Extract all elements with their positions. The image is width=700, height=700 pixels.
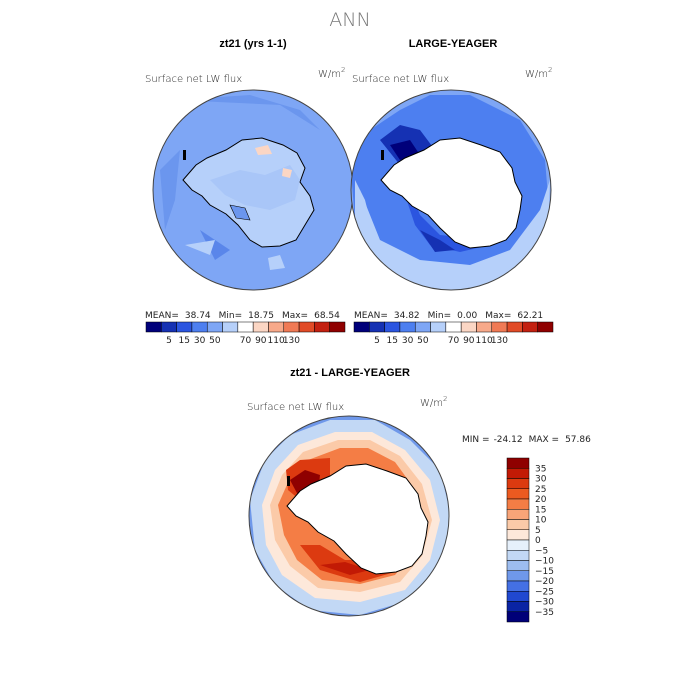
colorbar-swatch [353, 321, 370, 333]
colorbar-tick-label: −5 [535, 546, 548, 556]
colorbar-swatch [206, 321, 223, 333]
colorbar-swatch [506, 529, 530, 541]
colorbar-swatch [506, 580, 530, 592]
colorbar-swatch [268, 321, 285, 333]
panel-2-units: W/m2 [525, 66, 552, 80]
colorbar-tick-label: −35 [535, 608, 554, 618]
colorbar-swatch [506, 488, 530, 500]
colorbar-swatch [414, 321, 431, 333]
colorbar-tick-label: 50 [209, 336, 221, 346]
panel-2-field-label: Surface net LW flux [352, 74, 449, 85]
colorbar-swatch [537, 321, 554, 333]
colorbar-swatch [191, 321, 208, 333]
colorbar-tick-label: 30 [402, 336, 414, 346]
colorbar-swatch [506, 560, 530, 571]
colorbar-swatch [298, 321, 315, 333]
colorbar-swatch [161, 321, 177, 333]
colorbar-tick-label: −25 [535, 587, 554, 597]
panel-2-map [351, 90, 551, 290]
colorbar-swatch [522, 321, 538, 333]
colorbar-tick-label: 25 [535, 485, 546, 495]
colorbar-swatch [491, 321, 508, 333]
colorbar-swatch [329, 321, 346, 333]
panel-1-map [153, 90, 353, 290]
colorbar-swatch [460, 321, 477, 333]
colorbar-tick-label: 70 [240, 336, 252, 346]
panel-1-field-label: Surface net LW flux [145, 74, 242, 85]
colorbar-swatch [506, 468, 530, 479]
panel-3-map [249, 416, 449, 616]
panel-1-stats: MEAN= 38.74 Min= 18.75 Max= 68.54 [145, 311, 340, 321]
colorbar-tick-label: 15 [179, 336, 190, 346]
colorbar-tick-label: 5 [374, 336, 380, 346]
colorbar-swatch [506, 519, 530, 530]
colorbar-swatch [506, 498, 530, 510]
colorbar-tick-label: 15 [387, 336, 398, 346]
panel-1-title: zt21 (yrs 1-1) [219, 38, 287, 50]
colorbar-tick-label: 5 [166, 336, 172, 346]
colorbar-tick-label: 110 [268, 336, 285, 346]
colorbar-tick-label: 0 [535, 536, 541, 546]
colorbar-swatch [430, 321, 447, 333]
colorbar-tick-label: 90 [463, 336, 475, 346]
figure-title: ANN [329, 9, 370, 31]
panel-3-map-border [248, 415, 450, 617]
colorbar-swatch [506, 478, 530, 489]
panel-2: LARGE-YEAGER Surface net LW flux W/m2 ME… [350, 38, 554, 346]
colorbar-swatch [176, 321, 193, 333]
colorbar-swatch [252, 321, 269, 333]
panel-3-stats: MIN = -24.12 MAX = 57.86 [462, 435, 591, 445]
colorbar-swatch [384, 321, 401, 333]
colorbar-tick-label: −15 [535, 567, 554, 577]
panel-3-field-label: Surface net LW flux [247, 402, 344, 413]
colorbar-swatch [314, 321, 330, 333]
colorbar-swatch [506, 509, 530, 520]
colorbar-tick-label: 130 [283, 336, 300, 346]
colorbar-tick-label: 10 [535, 516, 547, 526]
colorbar-swatch [369, 321, 385, 333]
panel-1-units: W/m2 [318, 66, 345, 80]
colorbar-swatch [506, 611, 530, 623]
colorbar-swatch [506, 570, 530, 582]
colorbar-tick-label: −10 [535, 557, 554, 567]
panel-2-map-border [350, 89, 552, 291]
colorbar-tick-label: 5 [535, 526, 541, 536]
colorbar-tick-label: 70 [448, 336, 460, 346]
colorbar-swatch [145, 321, 162, 333]
colorbar-swatch [506, 457, 530, 469]
panel-3-title: zt21 - LARGE-YEAGER [290, 367, 410, 379]
colorbar-tick-label: 30 [194, 336, 206, 346]
panel-3-units: W/m2 [420, 395, 447, 409]
colorbar-tick-label: 50 [417, 336, 429, 346]
colorbar-swatch [399, 321, 416, 333]
panel-3: zt21 - LARGE-YEAGER Surface net LW flux … [247, 367, 591, 623]
colorbar-swatch [476, 321, 493, 333]
colorbar-swatch [445, 321, 462, 333]
panel-2-stats: MEAN= 34.82 Min= 0.00 Max= 62.21 [354, 311, 543, 321]
colorbar-swatch [506, 321, 523, 333]
colorbar-tick-label: 30 [535, 475, 547, 485]
colorbar-swatch [283, 321, 300, 333]
colorbar-tick-label: 35 [535, 464, 546, 474]
colorbar-tick-label: 130 [491, 336, 508, 346]
colorbar-tick-label: 15 [535, 505, 546, 515]
panel-2-title: LARGE-YEAGER [409, 38, 498, 50]
colorbar-tick-label: 20 [535, 495, 547, 505]
colorbar-tick-label: −20 [535, 577, 554, 587]
colorbar-tick-label: −30 [535, 598, 554, 608]
colorbar-swatch [506, 591, 530, 602]
colorbar-tick-label: 110 [476, 336, 493, 346]
colorbar-swatch [506, 601, 530, 612]
colorbar-swatch [222, 321, 239, 333]
colorbar-swatch [506, 550, 530, 561]
panel-1: zt21 (yrs 1-1) Surface net LW flux W/m2 … [145, 38, 354, 346]
colorbar-tick-label: 90 [255, 336, 267, 346]
colorbar-swatch [237, 321, 254, 333]
colorbar-swatch [506, 539, 530, 551]
